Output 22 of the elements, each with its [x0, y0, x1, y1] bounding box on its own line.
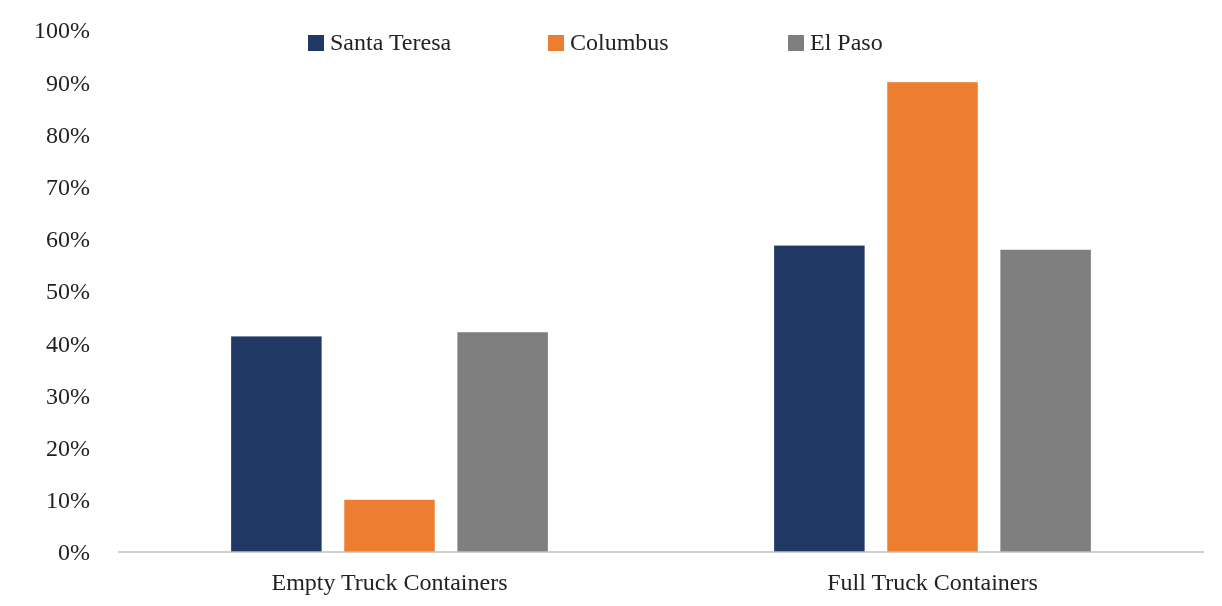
bar: [1000, 249, 1091, 552]
y-tick-label: 90%: [46, 69, 90, 96]
y-tick-label: 60%: [46, 226, 90, 253]
y-tick-label: 0%: [58, 539, 90, 566]
y-tick-label: 50%: [46, 278, 90, 305]
y-tick-label: 100%: [34, 17, 90, 44]
legend-label: El Paso: [810, 29, 883, 55]
bar: [774, 245, 865, 552]
legend-label: Columbus: [570, 29, 669, 55]
bar: [231, 336, 322, 552]
bar: [887, 82, 978, 552]
bar: [457, 332, 548, 552]
y-tick-label: 20%: [46, 435, 90, 461]
y-tick-label: 30%: [46, 382, 90, 409]
x-tick-label: Empty Truck Containers: [271, 569, 508, 595]
legend-label: Santa Teresa: [330, 29, 452, 55]
y-tick-label: 70%: [46, 174, 90, 200]
x-tick-label: Full Truck Containers: [827, 569, 1038, 595]
bar: [344, 499, 435, 552]
y-tick-label: 40%: [46, 330, 90, 357]
y-tick-label: 10%: [46, 487, 90, 514]
y-tick-label: 80%: [46, 121, 90, 148]
